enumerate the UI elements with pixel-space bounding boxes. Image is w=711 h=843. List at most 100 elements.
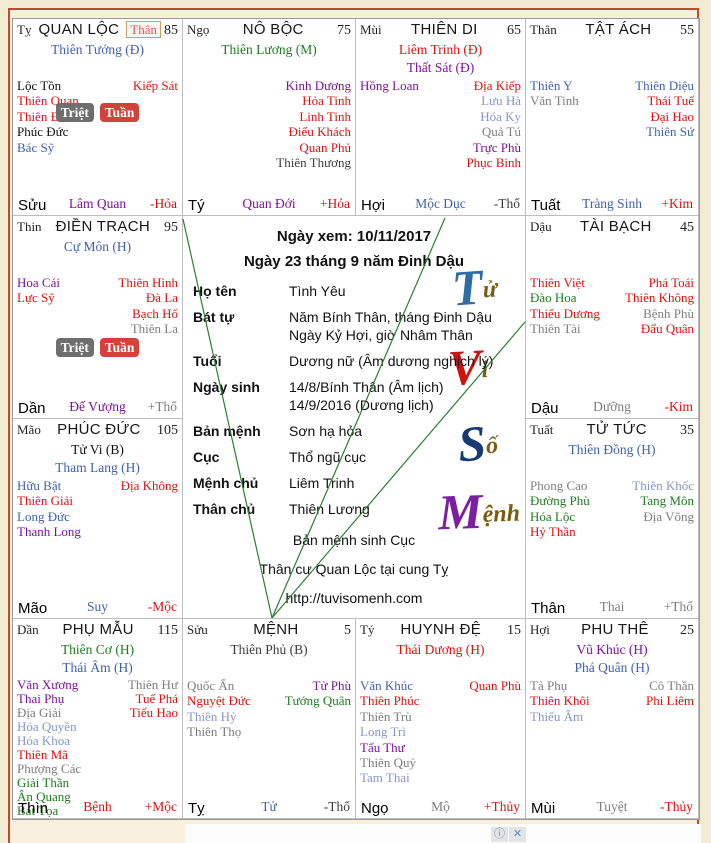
star-label: Linh Tinh xyxy=(299,108,351,124)
star-label: Hữu Bật xyxy=(17,478,62,493)
info-label: Bản mệnh xyxy=(193,423,261,439)
palace-header: Thin ĐIỀN TRẠCH 95 xyxy=(13,216,182,236)
info-row: Cục Thổ ngũ cục xyxy=(193,448,525,466)
center-note: Thân cư Quan Lộc tại cung Tỵ xyxy=(259,561,449,577)
main-stars xyxy=(526,41,698,78)
star-label: Thiên Thọ xyxy=(187,724,242,740)
element-label: +Thổ xyxy=(147,399,177,414)
footer-branch: Hợi xyxy=(361,197,386,214)
star-label: Trực Phù xyxy=(472,139,521,155)
palace-footer: Thìn Bệnh +Mộc xyxy=(18,798,177,817)
ad-info-icon[interactable]: ⓘ xyxy=(491,827,508,842)
minor-stars: Văn Xương Thai Phụ Địa Giải Hóa Quyền Hóa Kh… xyxy=(13,678,182,818)
main-star-label: Thái Âm (H) xyxy=(62,660,133,675)
palace-name: TỬ TỨC xyxy=(586,421,647,438)
main-star-label: Thiên Cơ (H) xyxy=(60,642,135,657)
interception-badges: Triệt Tuần xyxy=(13,103,182,122)
palace-quan-loc: Tỵ QUAN LỘC Thân 85 Thiên Tướng (Đ) Lộc Tồn Th… xyxy=(13,19,183,216)
star-label: Lộc Tồn xyxy=(17,78,62,93)
info-row: Bát tự Năm Bính Thân, tháng Đinh Dậu Ngày … xyxy=(193,308,525,344)
palace-score: 95 xyxy=(164,220,178,235)
minor-stars-right: Quan Phù xyxy=(469,678,521,786)
palace-score: 85 xyxy=(164,23,178,38)
info-value: 14/8/Bính Thân (Âm lịch) 14/9/2016 (Dương… xyxy=(289,378,444,414)
star-label: Tẩu Thư xyxy=(360,739,405,755)
element-label: -Kim xyxy=(664,399,694,414)
star-label: Long Đức xyxy=(17,508,70,524)
star-label: Thái Tuế xyxy=(647,93,694,109)
info-value: Năm Bính Thân, tháng Đinh Dậu Ngày Kỷ Hợi… xyxy=(289,308,492,344)
palace-name: PHÚC ĐỨC xyxy=(57,421,141,438)
palace-score: 115 xyxy=(157,623,178,638)
info-row: Ngày sinh 14/8/Bính Thân (Âm lịch) 14/9/20… xyxy=(193,378,525,414)
star-label: Địa Giải xyxy=(17,705,62,720)
center-note: Bản mệnh sinh Cục xyxy=(292,532,416,548)
star-label: Long Trì xyxy=(360,724,406,740)
minor-stars-left: Văn Khúc Thiên Phúc Thiên Trù Long Trì Tẩu T… xyxy=(360,678,420,786)
minor-stars-right: Kình Dương Hỏa Tinh Linh Tinh Điếu Khách Qua… xyxy=(276,78,351,170)
star-label: Cô Thần xyxy=(649,678,694,693)
life-stage: Bệnh xyxy=(83,799,112,814)
branch-label: Tuất xyxy=(530,422,554,437)
star-label: Thiên Tài xyxy=(530,321,581,337)
star-label: Bát Tọa xyxy=(17,803,59,818)
palace-phu-the: Hợi PHU THÊ 25 Vũ Khúc (H) Phá Quân (H) Tả Ph… xyxy=(526,619,699,819)
star-label: Lực Sỹ xyxy=(17,290,55,306)
info-value-line: Thổ ngũ cục xyxy=(289,449,367,465)
center-info: Ngày xem: 10/11/2017 Ngày 23 tháng 9 năm… xyxy=(183,216,525,606)
star-label: Phượng Các xyxy=(17,761,82,776)
minor-stars: Phong Cao Đường Phù Hóa Lộc Hỷ Thần Thiên Kh… xyxy=(526,478,698,540)
footer-branch: Tỵ xyxy=(188,800,205,817)
star-label: Bác Sỹ xyxy=(17,139,55,155)
info-label: Cục xyxy=(193,449,220,465)
footer-branch: Mão xyxy=(18,600,48,617)
minor-stars-left: Phong Cao Đường Phù Hóa Lộc Hỷ Thần xyxy=(530,478,590,540)
palace-score: 5 xyxy=(344,623,351,638)
palace-name: THIÊN DI xyxy=(411,21,478,38)
branch-label: Tý xyxy=(360,622,375,637)
star-label: Địa Không xyxy=(120,478,178,493)
star-label: Đà La xyxy=(145,290,178,306)
star-label: Nguyệt Đức xyxy=(187,693,251,709)
star-label: Văn Xương xyxy=(17,677,79,692)
minor-stars: Tả Phụ Thiên Khôi Thiếu Âm Cô Thần Phi Liêm xyxy=(526,678,698,724)
interception-badges: Triệt Tuần xyxy=(13,338,182,357)
life-stage: Thai xyxy=(599,599,625,614)
star-label: Thiên Hỷ xyxy=(187,708,237,724)
star-label: Hóa Lộc xyxy=(530,508,576,524)
palace-header: Thân TẬT ÁCH 55 xyxy=(526,19,698,39)
palace-header: Tý HUYNH ĐỆ 15 xyxy=(356,619,525,639)
star-label: Đại Hao xyxy=(650,108,694,124)
info-value-line: Năm Bính Thân, tháng Đinh Dậu xyxy=(289,309,492,325)
branch-label: Dậu xyxy=(530,219,552,234)
palace-footer: Tý Quan Đới +Hỏa xyxy=(188,195,350,214)
minor-stars-left: Hữu Bật Thiên Giải Long Đức Thanh Long xyxy=(17,478,81,540)
palace-name: HUYNH ĐỆ xyxy=(400,621,482,638)
palace-header: Dần PHỤ MẪU 115 xyxy=(13,619,182,639)
life-stage: Suy xyxy=(86,599,108,614)
star-label: Văn Tinh xyxy=(530,93,579,109)
star-label: Ân Quang xyxy=(17,789,71,804)
minor-stars-right: Tử Phù Tướng Quân xyxy=(285,678,351,740)
star-label: Thiếu Âm xyxy=(530,708,584,724)
main-stars: Thiên Đồng (H) xyxy=(526,441,698,478)
center-info-cell: Ngày xem: 10/11/2017 Ngày 23 tháng 9 năm… xyxy=(183,216,526,619)
main-star-label: Thái Dương (H) xyxy=(396,642,485,657)
life-stage: Quan Đới xyxy=(242,196,296,211)
minor-stars: Thiên Việt Đào Hoa Thiếu Dương Thiên Tài Phá… xyxy=(526,275,698,337)
branch-label: Mão xyxy=(17,422,41,437)
main-star-label: Liêm Trinh (Đ) xyxy=(398,42,483,57)
info-value-line: Thiên Lương xyxy=(289,501,370,517)
ad-close-icon[interactable]: ✕ xyxy=(509,827,526,842)
element-label: +Hỏa xyxy=(319,196,350,211)
star-label: Phục Binh xyxy=(466,155,521,171)
life-stage: Mộc Dục xyxy=(415,196,466,211)
star-label: Phi Liêm xyxy=(645,693,694,709)
minor-stars: Kình Dương Hỏa Tinh Linh Tinh Điếu Khách Qua… xyxy=(183,78,355,170)
palace-phu-mau: Dần PHỤ MẪU 115 Thiên Cơ (H) Thái Âm (H) Văn … xyxy=(13,619,183,819)
site-url[interactable]: http://tuvisomenh.com xyxy=(285,590,423,606)
star-label: Thiên La xyxy=(130,321,178,337)
minor-stars-left: Văn Xương Thai Phụ Địa Giải Hóa Quyền Hóa Kh… xyxy=(17,678,81,818)
triet-badge: Triệt xyxy=(55,338,94,357)
star-label: Tả Phụ xyxy=(530,678,568,693)
